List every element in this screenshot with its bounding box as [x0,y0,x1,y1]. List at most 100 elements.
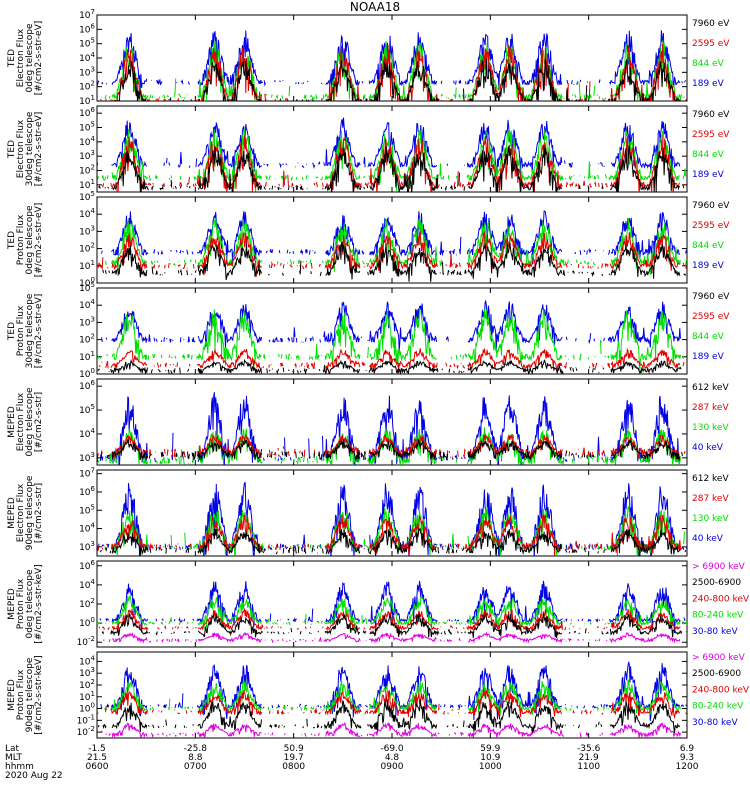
series-287-kev [97,433,686,460]
legend-189-ev: 189 eV [692,352,725,362]
legend--6900-kev: > 6900 keV [692,562,746,572]
footer-hhmm-value: 1000 [479,762,502,772]
legend-844-ev: 844 eV [692,241,725,251]
y-tick-label: 103 [79,451,95,464]
y-tick-label: 103 [79,666,95,679]
series-612-kev [99,527,687,556]
legend-844-ev: 844 eV [692,59,725,69]
legend-80-240-kev: 80-240 keV [692,702,744,712]
legend-189-ev: 189 eV [692,261,725,271]
series-group [97,30,687,101]
y-tick-label: 106 [79,485,95,498]
legend-7960-ev: 7960 eV [692,292,730,302]
series-2500-6900 [101,611,687,639]
series-189-ev [101,210,687,265]
legend-612-kev: 612 keV [692,474,729,484]
y-tick-label: 102 [79,678,95,691]
footer-lat-value: 50.9 [284,744,304,754]
footer-hhmm-value: 1200 [676,762,699,772]
y-tick-label: 104 [79,427,95,440]
legend-2500-6900: 2500-6900 [692,669,741,679]
panel-7: 10-2 100 102 104 106 MEPEDProton Flux0deg tel… [7,559,750,648]
footer-row-label: hhmm [5,762,34,772]
y-axis-label: TEDElectron Flux0deg telescope[#/cm2-s-s… [7,21,44,96]
y-tick-label: 106 [79,22,95,35]
y-tick-label: 105 [79,403,95,416]
legend-130-kev: 130 keV [692,423,729,433]
legend-844-ev: 844 eV [692,150,725,160]
legend-2500-6900: 2500-6900 [692,578,741,588]
footer-lat-value: -25.8 [184,744,208,754]
footer-hhmm-value: 0700 [184,762,207,772]
footer-hhmm-value: 0600 [86,762,109,772]
footer-mlt-value: 19.7 [284,753,304,763]
y-tick-label: 103 [79,149,95,162]
y-tick-label: 105 [79,503,95,516]
panel-3: 100 101 102 103 104 105 TEDProton Flux0deg tel… [7,190,730,289]
y-tick-label: 104 [79,135,95,148]
footer-lat-value: 6.9 [680,744,695,754]
panel-6: 103 104 105 106 107 MEPEDElectron Flux90deg t… [7,467,729,557]
legend-287-kev: 287 keV [692,494,729,504]
series-30-80-kev [100,661,687,721]
footer-row-label: MLT [5,753,23,763]
series-group [97,581,687,642]
y-tick-label: 105 [79,121,95,134]
y-tick-label: 102 [79,242,95,255]
y-axis-label: MEPEDElectron Flux90deg telescope[#/cm2-… [7,475,44,550]
panel-4: 100 101 102 103 104 105 TEDProton Flux30deg te… [7,281,730,380]
y-tick-label: 101 [79,178,95,191]
series-2595-ev [97,230,687,277]
y-tick-label: 103 [79,540,95,553]
y-tick-label: 100 [79,367,95,380]
legend-189-ev: 189 eV [692,170,725,180]
y-tick-label: 106 [79,106,95,119]
y-tick-label: 104 [79,51,95,64]
legend-189-ev: 189 eV [692,79,725,89]
y-tick-label: 104 [79,207,95,220]
series-2595-ev [101,135,686,192]
y-tick-label: 10-1 [77,713,95,726]
y-tick-label: 106 [79,559,95,572]
y-tick-label: 105 [79,190,95,203]
series-240-800-kev [97,689,687,720]
footer-mlt-value: 8.8 [188,753,203,763]
y-tick-label: 101 [79,94,95,107]
footer-hhmm-value: 0800 [282,762,305,772]
y-tick-label: 106 [79,379,95,392]
legend-7960-ev: 7960 eV [692,110,730,120]
series-7960-ev [97,145,685,192]
legend-130-kev: 130 keV [692,514,729,524]
y-tick-label: 100 [79,276,95,289]
y-tick-label: 107 [79,467,95,480]
legend-844-ev: 844 eV [692,332,725,342]
footer-row-label: Lat [5,744,20,754]
panel-5: 103 104 105 106 MEPEDElectron Flux0deg teles… [7,378,729,466]
y-tick-label: 10-2 [77,725,95,738]
legend-2595-ev: 2595 eV [692,312,730,322]
footer-mlt-value: 21.5 [87,753,107,763]
panel-frame [96,196,688,284]
footer-hhmm-value: 1100 [577,762,600,772]
legend-2595-ev: 2595 eV [692,130,730,140]
legend-40-kev: 40 keV [692,443,724,453]
series-2595-ev [99,43,687,101]
footer-lat-value: 59.9 [480,744,500,754]
y-tick-label: 104 [79,522,95,535]
panel-frame [96,287,688,375]
legend-80-240-kev: 80-240 keV [692,611,744,621]
series-group [97,661,687,738]
y-axis-label: MEPEDProton Flux0deg telescope[#/cm2-s-s… [7,564,44,643]
y-tick-label: 101 [79,690,95,703]
y-tick-label: 103 [79,224,95,237]
series-2500-6900 [97,699,687,734]
y-tick-label: 104 [79,654,95,667]
footer-lat-value: -1.5 [88,744,106,754]
legend-2595-ev: 2595 eV [692,221,730,231]
footer-mlt-value: 10.9 [480,753,500,763]
footer-mlt-value: 4.8 [385,753,400,763]
footer-hhmm-value: 0900 [381,762,404,772]
